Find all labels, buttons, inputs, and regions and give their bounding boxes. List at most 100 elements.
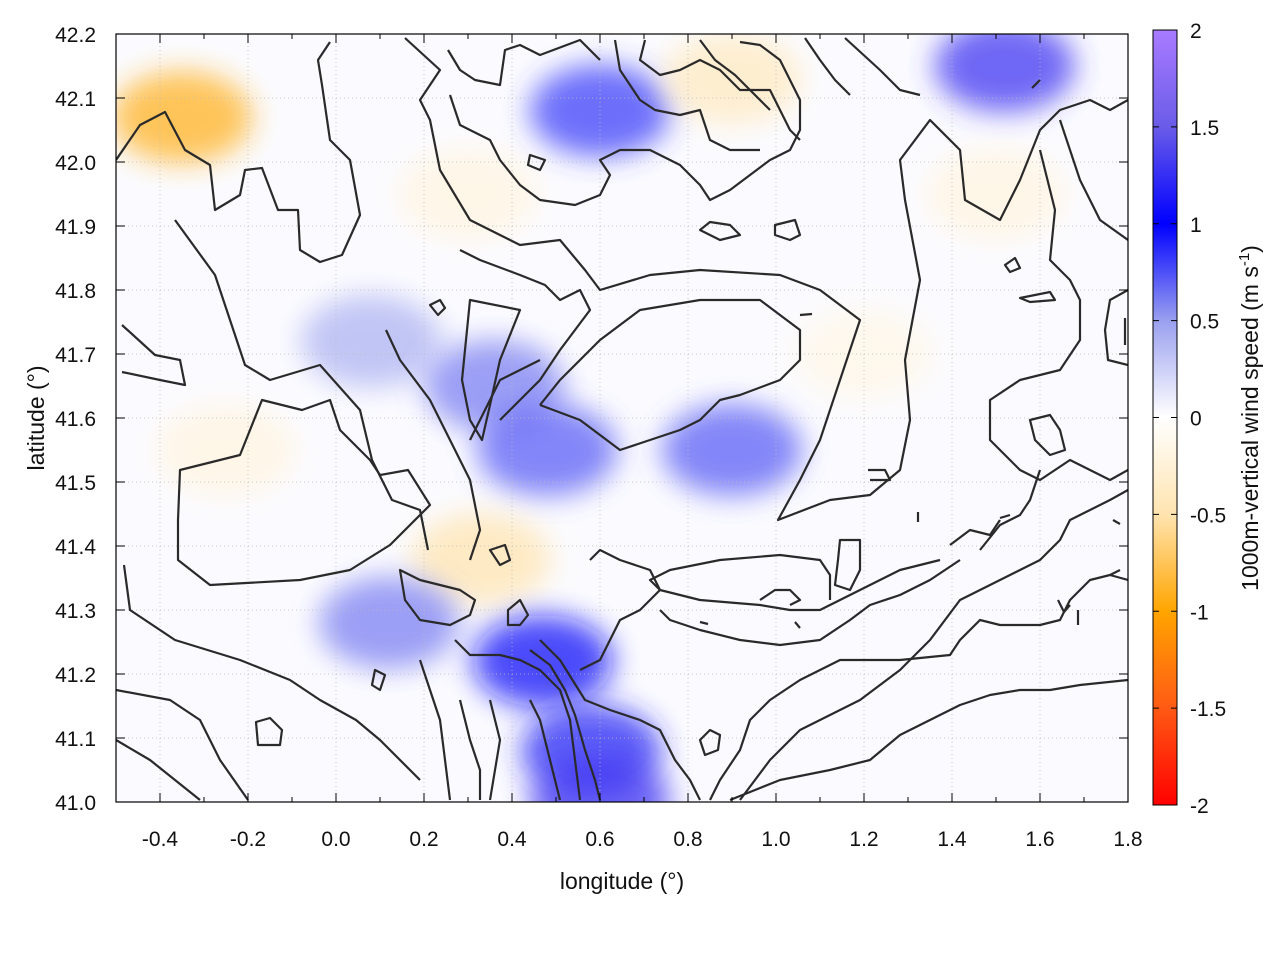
y-tick-label: 41.9 [55,216,96,239]
contour-line [539,639,701,801]
x-tick-label: 0.8 [673,828,702,851]
contour-line [458,699,482,800]
colorbar-tick-label: -1 [1190,601,1209,624]
x-tick-label: 0.0 [321,828,350,851]
contour-line [698,728,722,757]
contour-line [794,621,801,629]
contour-line [176,398,432,587]
field-region [934,34,1075,112]
x-tick-labels: -0.4 -0.2 0.0 0.2 0.4 0.6 0.8 1.0 1.2 1.… [142,828,1143,851]
contour-line [454,639,582,801]
colorbar-tick-label: 0.5 [1190,311,1219,334]
x-axis-title: longitude (°) [560,868,684,894]
contour-line [116,739,201,801]
y-tick-label: 41.0 [55,792,96,815]
contour-line [254,716,284,747]
y-tick-label: 42.0 [55,152,96,175]
y-tick-label: 42.1 [55,88,96,111]
contour-line [469,359,541,441]
terrain-contours [116,37,1128,802]
contour-line [1103,289,1128,367]
field-region [662,34,802,125]
x-tick-label: -0.4 [142,828,179,851]
x-tick-label: -0.2 [230,828,266,851]
contour-line [988,149,1128,482]
contour-line [488,699,502,801]
x-tick-label: 1.4 [937,828,967,851]
colorbar-tick-label: -2 [1190,795,1209,818]
contour-line [370,668,387,692]
contour-line [174,219,430,551]
contour-line [759,588,802,606]
contour-line [447,38,601,87]
y-tick-label: 41.5 [55,472,96,495]
colorbar-tick-label: 1 [1190,214,1202,237]
contour-line [1003,256,1022,274]
y-tick-label: 41.1 [55,728,96,751]
field-region [318,576,459,669]
field-region [662,404,802,496]
contour-line [699,620,709,626]
contour-line [418,659,452,801]
x-tick-label: 1.2 [849,828,878,851]
colorbar-tick-label: 2 [1190,20,1202,43]
contour-line [833,538,862,592]
contour-line [638,39,801,141]
contour-line [526,153,547,172]
x-tick-label: 0.4 [497,828,527,851]
colorbar-tick-label: 1.5 [1190,117,1219,140]
contour-line [428,298,447,317]
contour-line [121,324,187,387]
contour-line [1028,413,1067,457]
field-region [301,295,442,388]
y-tick-label: 42.2 [55,24,96,47]
y-tick-label: 41.7 [55,344,96,367]
field-region [398,148,538,240]
colorbar-tick-label: -1.5 [1190,698,1226,721]
contour-line [659,559,961,647]
colorbar-title-end: ) [1237,245,1263,253]
x-tick-label: 1.8 [1113,828,1142,851]
contour-line [1018,290,1057,304]
contour-line [488,543,512,567]
contour-line [116,688,249,801]
y-axis-title: latitude (°) [23,365,49,470]
contour-line [539,298,802,452]
x-tick-label: 0.2 [409,828,438,851]
contour-line [613,39,760,152]
contour-line [122,564,421,781]
contour-line [773,218,802,242]
contour-line [579,548,662,671]
contour-line [844,37,921,97]
y-tick-label: 41.3 [55,600,96,623]
contour-line [1112,519,1121,525]
contour-line [116,41,362,264]
contour-line [729,678,1128,802]
colorbar-tick-marks [1153,29,1177,806]
contour-line [460,298,522,442]
colorbar-title-main: 1000m-vertical wind speed (m s [1237,266,1263,591]
contour-line [529,699,562,801]
x-tick-label: 1.0 [761,828,790,851]
colorbar-tick-label: -0.5 [1190,504,1226,527]
contour-line [385,329,482,561]
field-region [116,71,252,164]
contour-line [804,37,851,96]
contour-line [709,573,1128,801]
y-tick-labels: 41.0 41.1 41.2 41.3 41.4 41.5 41.6 41.7 … [55,24,96,815]
contour-line [404,37,1128,522]
contour-line [1057,599,1071,614]
contour-line [698,220,742,242]
contour-line [398,568,477,627]
x-tick-label: 1.6 [1025,828,1054,851]
field-region [472,615,613,708]
contour-line [448,40,802,207]
contour-line [1031,79,1041,89]
contour-line [506,598,530,627]
field-region [530,756,670,802]
contour-line [999,513,1011,520]
contour-line [949,519,1001,546]
contour-line [1058,119,1128,241]
colorbar-tick-labels: 2 1.5 1 0.5 0 -0.5 -1 -1.5 -2 [1190,20,1226,818]
